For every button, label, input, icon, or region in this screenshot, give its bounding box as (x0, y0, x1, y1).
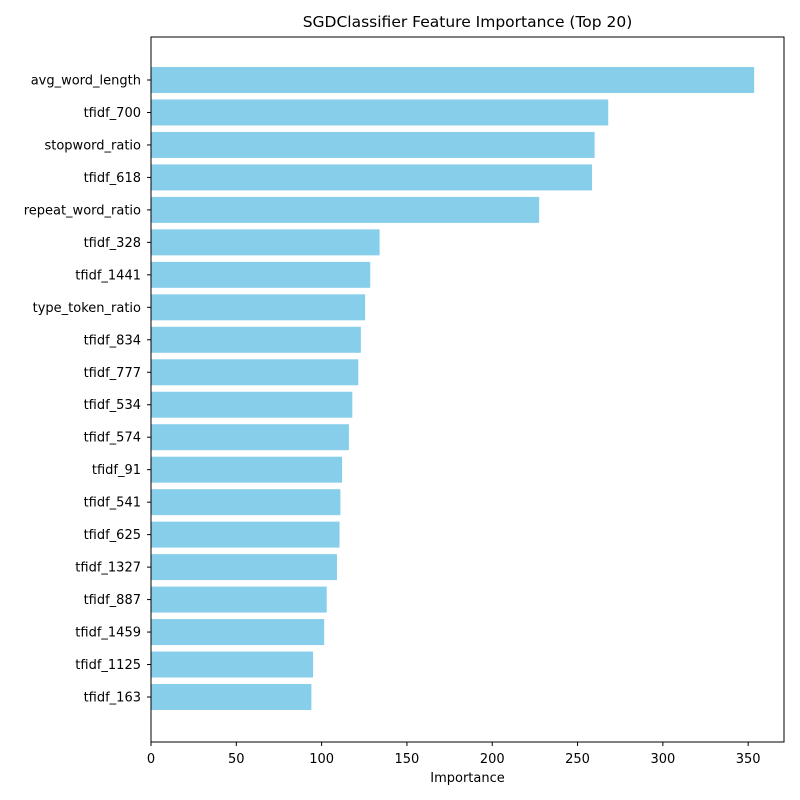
y-tick-label: type_token_ratio (33, 301, 141, 316)
bar-tfidf_1125 (151, 651, 314, 678)
y-tick-label: tfidf_625 (84, 528, 141, 543)
bar-tfidf_700 (151, 99, 609, 126)
bar-type_token_ratio (151, 294, 366, 321)
y-tick-label: tfidf_541 (84, 496, 141, 511)
bar-tfidf_534 (151, 391, 353, 418)
y-tick-label: tfidf_163 (84, 691, 141, 706)
bar-tfidf_163 (151, 684, 312, 710)
y-tick-label: repeat_word_ratio (24, 203, 141, 218)
x-tick-label: 150 (395, 752, 420, 767)
y-tick-label: avg_word_length (31, 74, 141, 89)
x-tick-label: 50 (228, 752, 245, 767)
bar-tfidf_541 (151, 489, 341, 516)
y-tick-label: tfidf_574 (84, 431, 141, 446)
bar-repeat_word_ratio (151, 196, 540, 223)
y-tick-label: tfidf_1327 (75, 561, 141, 576)
x-tick-label: 0 (147, 752, 155, 767)
bar-tfidf_574 (151, 424, 349, 451)
bar-tfidf_625 (151, 521, 340, 548)
x-tick-label: 100 (309, 752, 334, 767)
x-tick-label: 250 (565, 752, 590, 767)
bar-tfidf_887 (151, 586, 327, 613)
bar-tfidf_618 (151, 164, 593, 191)
y-tick-label: tfidf_618 (84, 171, 141, 186)
y-tick-label: stopword_ratio (44, 138, 141, 153)
chart-title: SGDClassifier Feature Importance (Top 20… (303, 13, 633, 31)
x-axis-ticks: 0 50 100 150 200 250 300 350 (147, 742, 761, 767)
bar-tfidf_1441 (151, 261, 371, 288)
y-tick-label: tfidf_834 (84, 333, 141, 348)
bar-tfidf_91 (151, 456, 343, 483)
bar-tfidf_1327 (151, 554, 337, 581)
bar-tfidf_834 (151, 326, 361, 353)
bar-stopword_ratio (151, 131, 595, 158)
x-tick-label: 200 (480, 752, 505, 767)
y-tick-label: tfidf_887 (84, 593, 141, 608)
y-tick-label: tfidf_1459 (75, 626, 141, 641)
y-axis-ticks: avg_word_length tfidf_700 stopword_ratiotf… (24, 74, 151, 706)
x-tick-label: 300 (650, 752, 675, 767)
bar-avg_word_length (151, 67, 755, 93)
y-tick-label: tfidf_534 (84, 398, 141, 413)
bar-tfidf_1459 (151, 619, 325, 646)
x-axis-label: Importance (430, 771, 505, 786)
bar-tfidf_777 (151, 359, 359, 386)
y-tick-label: tfidf_777 (84, 366, 141, 381)
plot-frame (150, 36, 785, 743)
bar-tfidf_328 (151, 229, 380, 256)
y-tick-label: tfidf_328 (84, 236, 141, 251)
bars-group (151, 67, 755, 710)
y-tick-label: tfidf_1441 (75, 268, 141, 283)
x-tick-label: 350 (736, 752, 761, 767)
y-tick-label: tfidf_1125 (75, 658, 141, 673)
y-tick-label: tfidf_700 (84, 106, 141, 121)
y-tick-label: tfidf_91 (92, 463, 141, 478)
